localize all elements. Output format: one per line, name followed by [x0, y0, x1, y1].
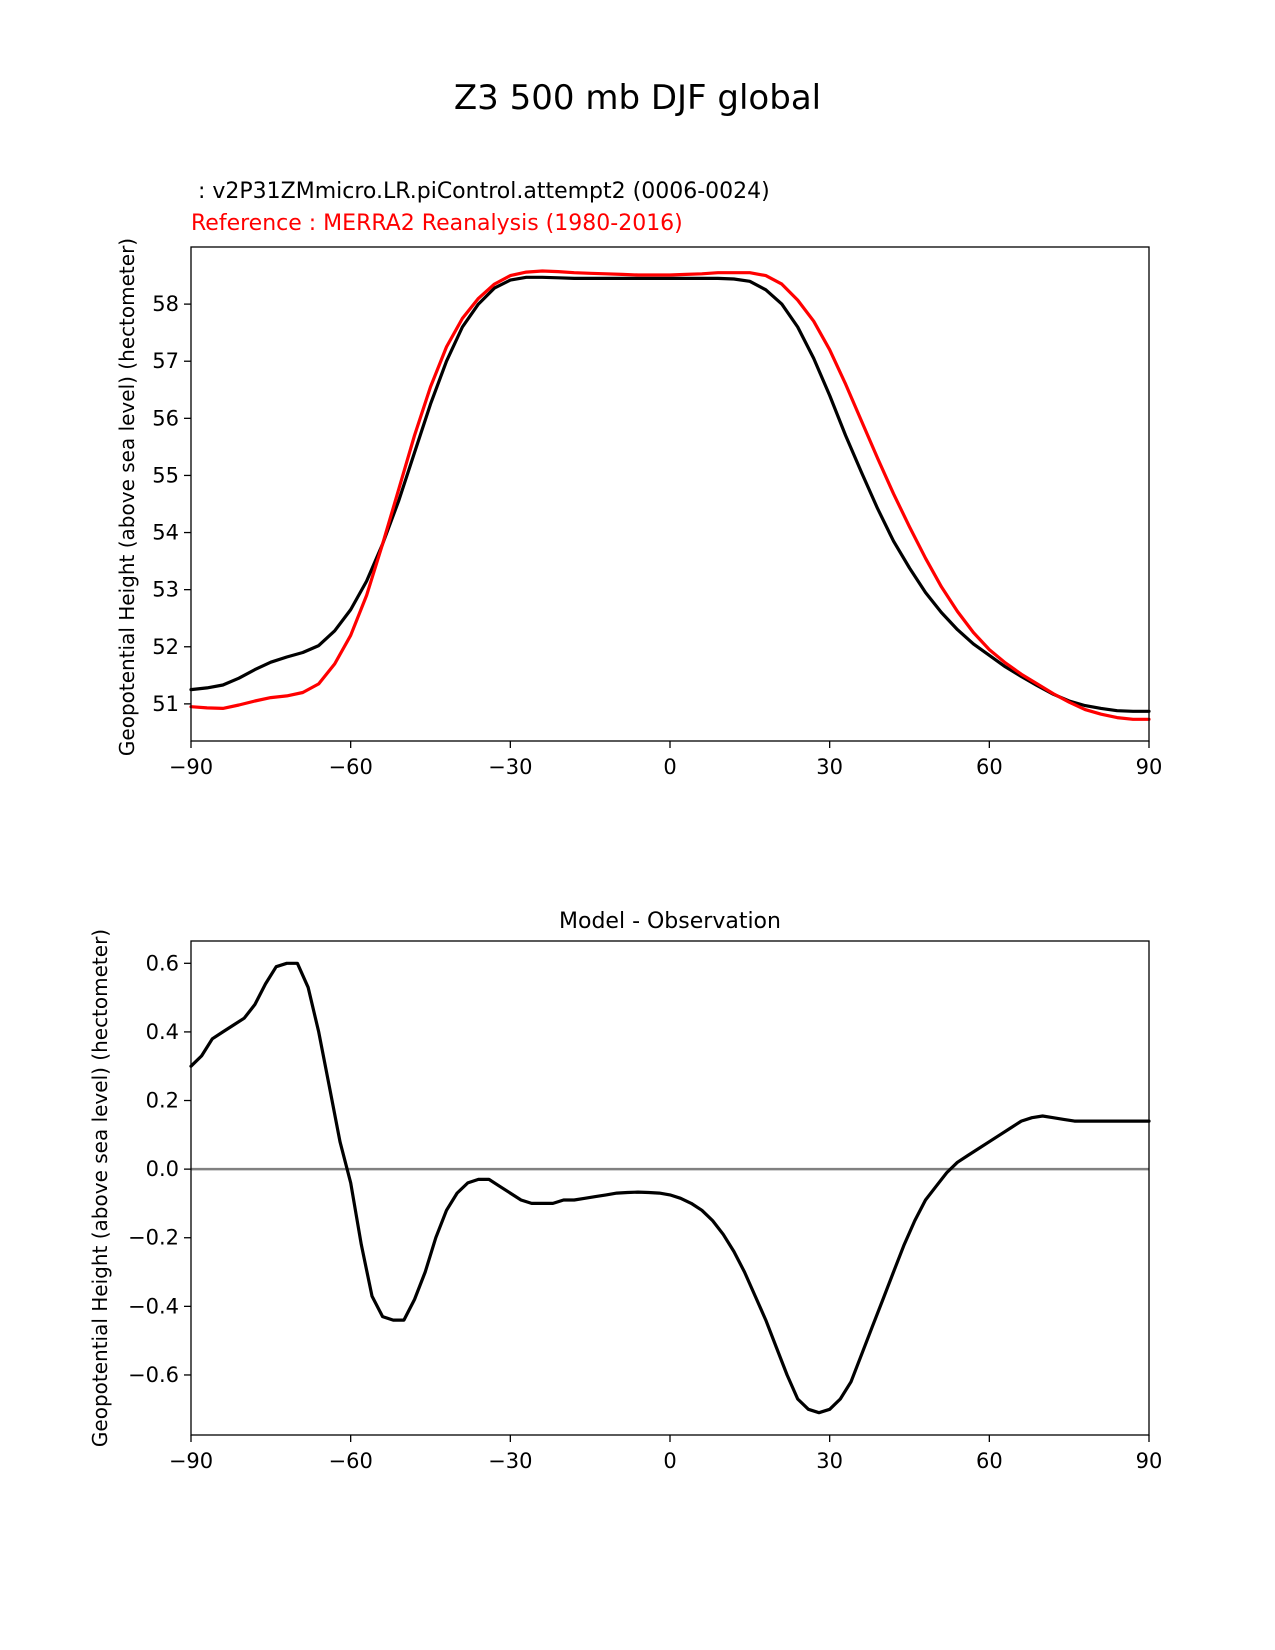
y-tick-label: 56: [152, 406, 179, 430]
bottom-plot-frame: [190, 940, 1150, 1436]
x-tick-label: −30: [488, 755, 532, 779]
series-line-test: [189, 275, 1151, 713]
x-tick-label: 0: [663, 1449, 676, 1473]
y-tick-label: 57: [152, 349, 179, 373]
figure-suptitle: Z3 500 mb DJF global: [454, 78, 821, 118]
bottom-y-axis-label: Geopotential Height (above sea level) (h…: [88, 929, 112, 1447]
y-tick-label: −0.4: [128, 1294, 179, 1318]
y-tick-label: 55: [152, 463, 179, 487]
top-series-layer: [189, 269, 1151, 721]
test-title: : v2P31ZMmicro.LR.piControl.attempt2 (00…: [191, 179, 770, 204]
series-line-reference: [189, 269, 1151, 721]
bottom-tick-layer: −90 −60 −30 0 30 60 90 −0.6 −0.4 −0.2 0.0 0.2 0.4 0.6: [128, 951, 1162, 1473]
x-tick-label: 30: [816, 1449, 843, 1473]
x-tick-label: −90: [169, 1449, 213, 1473]
x-tick-label: 60: [976, 1449, 1003, 1473]
difference-title: Model - Observation: [559, 909, 781, 934]
y-tick-label: 53: [152, 578, 179, 602]
bottom-panel: Model - Observation Geopotential Height …: [88, 909, 1162, 1473]
top-plot-frame: [190, 246, 1150, 742]
x-tick-label: 30: [816, 755, 843, 779]
series-line-difference: [189, 961, 1151, 1415]
x-tick-label: −60: [329, 1449, 373, 1473]
top-y-axis-label: Geopotential Height (above sea level) (h…: [115, 238, 139, 756]
y-tick-label: −0.6: [128, 1363, 179, 1387]
x-tick-label: 90: [1136, 755, 1163, 779]
x-tick-label: 90: [1136, 1449, 1163, 1473]
x-tick-label: 60: [976, 755, 1003, 779]
y-tick-label: 0.4: [146, 1020, 179, 1044]
y-tick-label: 54: [152, 521, 179, 545]
y-tick-label: 0.6: [146, 951, 179, 975]
x-tick-label: 0: [663, 755, 676, 779]
y-tick-label: −0.2: [128, 1226, 179, 1250]
x-tick-label: −60: [329, 755, 373, 779]
y-tick-label: 58: [152, 292, 179, 316]
top-panel: : v2P31ZMmicro.LR.piControl.attempt2 (00…: [115, 179, 1162, 779]
y-tick-label: 0.0: [146, 1157, 179, 1181]
y-tick-label: 52: [152, 635, 179, 659]
y-tick-label: 0.2: [146, 1089, 179, 1113]
x-tick-label: −30: [488, 1449, 532, 1473]
reference-title: Reference : MERRA2 Reanalysis (1980-2016…: [191, 211, 683, 236]
y-tick-label: 51: [152, 692, 179, 716]
bottom-series-layer: [189, 961, 1151, 1415]
top-tick-layer: −90 −60 −30 0 30 60 90 51 52 53 54 55 56 57 58: [152, 292, 1162, 779]
x-tick-label: −90: [169, 755, 213, 779]
